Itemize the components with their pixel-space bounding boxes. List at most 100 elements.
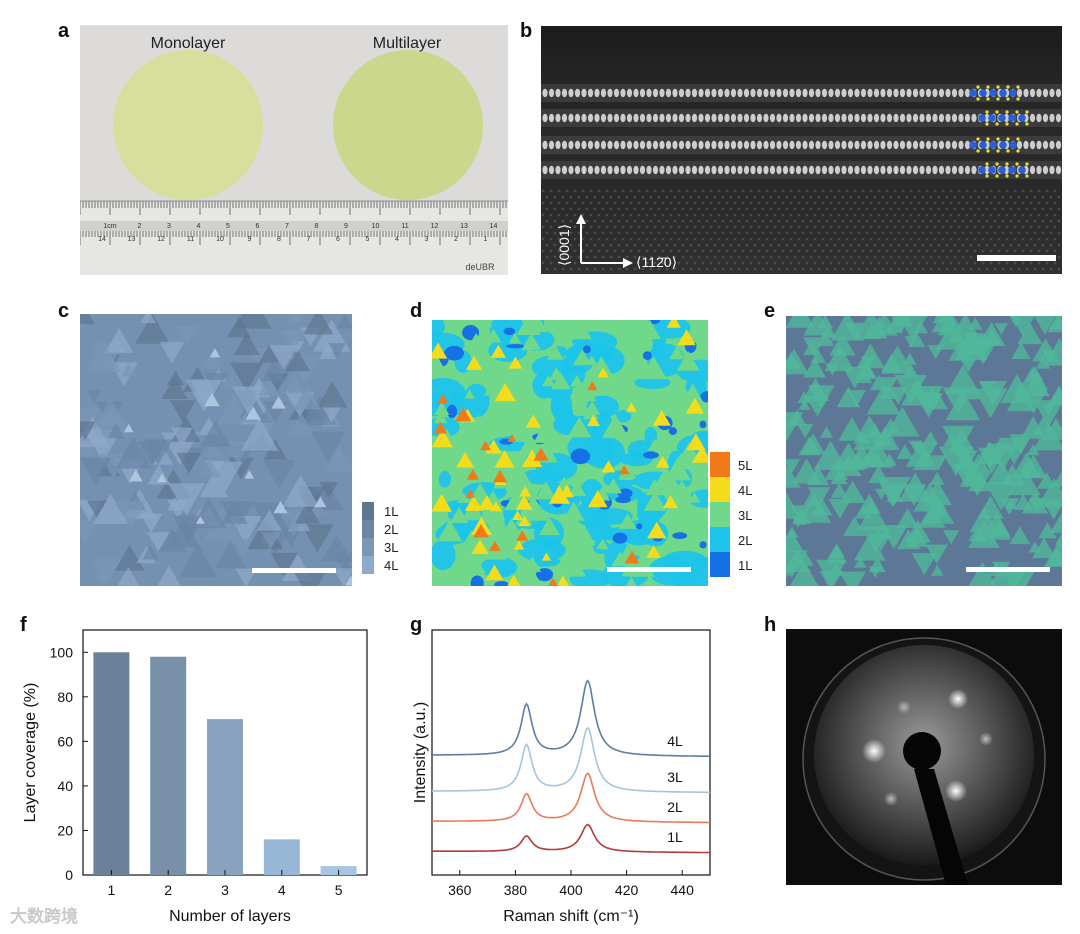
- ruler-bottom-tick: 4: [395, 236, 399, 243]
- x-tick-label: 420: [615, 882, 639, 898]
- ruler-bottom-tick: 5: [366, 236, 370, 243]
- watermark: 大数跨境: [10, 907, 78, 927]
- diffraction-spot: [884, 792, 898, 806]
- ruler-bottom-tick: 1: [484, 236, 488, 243]
- scale-bar-b: [977, 255, 1056, 261]
- monolayer-wafer: [113, 50, 263, 200]
- series-label: 2L: [667, 799, 683, 815]
- ruler-top-tick: 7: [285, 223, 289, 230]
- legend-swatch: [362, 538, 374, 556]
- raman-series: [432, 679, 710, 758]
- legend-swatch: [710, 477, 730, 502]
- x-tick-label: 3: [221, 882, 229, 898]
- y-tick-label: 20: [57, 822, 73, 838]
- ruler-top-tick: 2: [138, 223, 142, 230]
- legend-label: 1L: [738, 558, 752, 573]
- ruler-bottom-tick: 14: [98, 236, 106, 243]
- x-tick-label: 440: [671, 882, 695, 898]
- panel-g-letter: g: [410, 614, 423, 636]
- diffraction-spot: [979, 732, 993, 746]
- ruler-bottom-tick: 7: [307, 236, 311, 243]
- legend-swatch: [362, 502, 374, 520]
- legend-label: 1L: [384, 504, 398, 519]
- ruler-bottom-tick: 11: [187, 236, 194, 243]
- panel-a-letter: a: [58, 20, 70, 42]
- legend-label: 3L: [384, 540, 398, 555]
- ruler-bottom-tick: 13: [128, 236, 136, 243]
- bar: [150, 656, 187, 875]
- panel-h-diffraction-image: [786, 629, 1062, 885]
- ruler-top-tick: 10: [372, 223, 380, 230]
- ruler-top-tick: 5: [226, 223, 230, 230]
- panel-c-letter: c: [58, 300, 70, 322]
- x-tick-label: 4: [278, 882, 286, 898]
- y-tick-label: 80: [57, 689, 73, 705]
- bar: [207, 719, 243, 875]
- ruler-top-tick: 11: [401, 223, 408, 230]
- ruler-top-tick: 4: [197, 223, 201, 230]
- series-label: 1L: [667, 829, 683, 845]
- legend-label: 4L: [738, 483, 752, 498]
- ruler-top-tick: 3: [167, 223, 171, 230]
- x-axis-label: Number of layers: [169, 908, 291, 925]
- legend-swatch: [710, 452, 730, 477]
- raman-series: [432, 823, 710, 854]
- axis-horizontal-label: ⟨112̄0⟩: [636, 254, 677, 270]
- y-axis-label: Intensity (a.u.): [412, 702, 429, 803]
- ruler-top-tick: 6: [256, 223, 260, 230]
- legend-swatch: [710, 527, 730, 552]
- panel-c-image: [80, 314, 352, 586]
- x-tick-label: 400: [559, 882, 583, 898]
- ruler-bottom-tick: 6: [336, 236, 340, 243]
- diffraction-spot: [948, 689, 968, 709]
- legend-swatch: [362, 520, 374, 538]
- axis-vertical-label: ⟨0001⟩: [556, 224, 572, 266]
- x-tick-label: 360: [448, 882, 472, 898]
- legend-label: 2L: [738, 533, 752, 548]
- legend-label: 2L: [384, 522, 398, 537]
- y-axis-label: Layer coverage (%): [22, 683, 39, 823]
- y-tick-label: 40: [57, 778, 73, 794]
- diffraction-spot: [862, 739, 886, 763]
- x-axis-label: Raman shift (cm⁻¹): [503, 908, 639, 925]
- electron-gun: [903, 732, 941, 770]
- panel-c-legend: 1L 2L 3L 4L: [362, 502, 398, 574]
- legend-swatch: [362, 556, 374, 574]
- panel-e-image: [786, 316, 1062, 586]
- y-tick-label: 60: [57, 733, 73, 749]
- x-tick-label: 1: [108, 882, 116, 898]
- series-label: 3L: [667, 769, 683, 785]
- scale-bar-e: [966, 567, 1050, 572]
- series-label: 4L: [667, 733, 683, 749]
- panel-b-letter: b: [520, 20, 533, 42]
- ruler-bottom-tick: 8: [277, 236, 281, 243]
- ruler-top-tick: 8: [315, 223, 319, 230]
- atom-models: [969, 85, 1029, 178]
- ruler-top-tick: 1cm: [103, 223, 116, 230]
- ruler-top-tick: 9: [344, 223, 348, 230]
- panel-d-legend: 5L 4L 3L 2L 1L: [710, 452, 752, 577]
- legend-label: 3L: [738, 508, 752, 523]
- raman-series: [432, 726, 710, 794]
- legend-swatch: [710, 552, 730, 577]
- scale-bar-c: [252, 568, 336, 573]
- raman-series: [432, 772, 710, 824]
- panel-f-letter: f: [20, 614, 27, 636]
- legend-swatch: [710, 502, 730, 527]
- diffraction-spot: [897, 700, 911, 714]
- panel-e-letter: e: [764, 300, 776, 322]
- x-tick-label: 2: [164, 882, 172, 898]
- ruler-bottom-tick: 2: [454, 236, 458, 243]
- y-tick-label: 100: [50, 644, 74, 660]
- legend-label: 5L: [738, 458, 752, 473]
- diffraction-spot: [945, 780, 967, 802]
- electron-gun-holder: [914, 769, 968, 885]
- ruler-bottom-tick: 12: [157, 236, 165, 243]
- x-tick-label: 5: [335, 882, 343, 898]
- panel-d-layer-map: [432, 320, 708, 586]
- ruler-top-labels: 1cm 2 3 4 5 6 7 8 9 10 11 12 13 14: [103, 223, 497, 230]
- ruler: [80, 201, 508, 275]
- panel-d-letter: d: [410, 300, 423, 322]
- bar: [93, 652, 130, 875]
- x-tick-label: 380: [504, 882, 528, 898]
